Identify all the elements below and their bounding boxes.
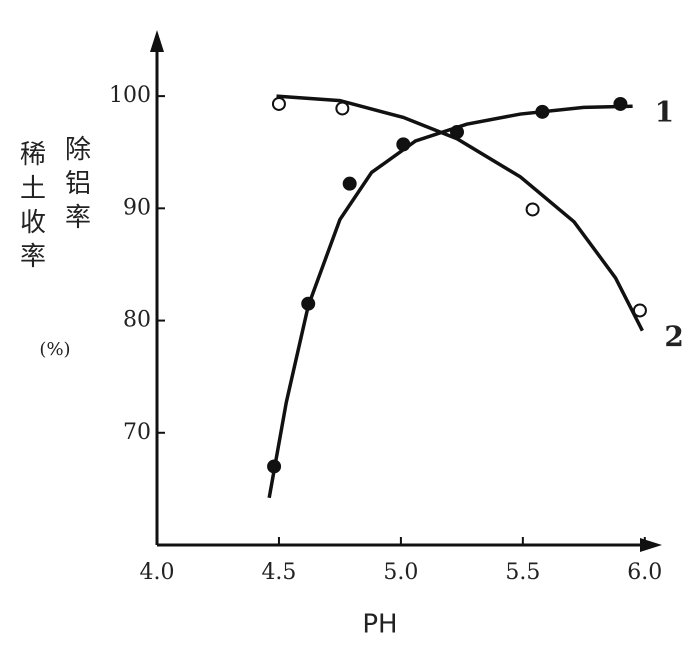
x-tick-label: 6.0 xyxy=(627,560,662,585)
x-tick-label: 4.5 xyxy=(261,560,296,585)
y-tick-label: 90 xyxy=(123,195,151,220)
x-label: PH xyxy=(362,610,397,640)
fit-curve xyxy=(267,104,633,499)
series-label: 2 xyxy=(664,320,683,353)
series-label: 1 xyxy=(655,96,674,129)
x-tick-label: 4.0 xyxy=(140,560,175,585)
data-point xyxy=(335,101,350,116)
data-point xyxy=(632,303,647,318)
data-point xyxy=(535,104,550,119)
data-point xyxy=(301,296,316,311)
x-tick-label: 5.5 xyxy=(505,560,540,585)
x-axis-arrow xyxy=(640,538,662,552)
data-point xyxy=(267,459,282,474)
data-point xyxy=(396,137,411,152)
x-tick-label: 5.0 xyxy=(383,560,418,585)
y-label-right: 除铝率 xyxy=(61,135,91,237)
fit-curve xyxy=(276,94,644,332)
y-tick-label: 70 xyxy=(123,420,151,445)
y-axis-arrow xyxy=(150,30,164,52)
data-point xyxy=(271,96,286,111)
y-label-left: 稀土收率 xyxy=(16,140,46,276)
data-point xyxy=(525,202,540,217)
y-label-unit: (%) xyxy=(39,339,70,360)
y-tick-label: 80 xyxy=(123,308,151,333)
y-tick-label: 100 xyxy=(109,83,151,108)
data-point xyxy=(342,176,357,191)
data-point xyxy=(613,96,628,111)
